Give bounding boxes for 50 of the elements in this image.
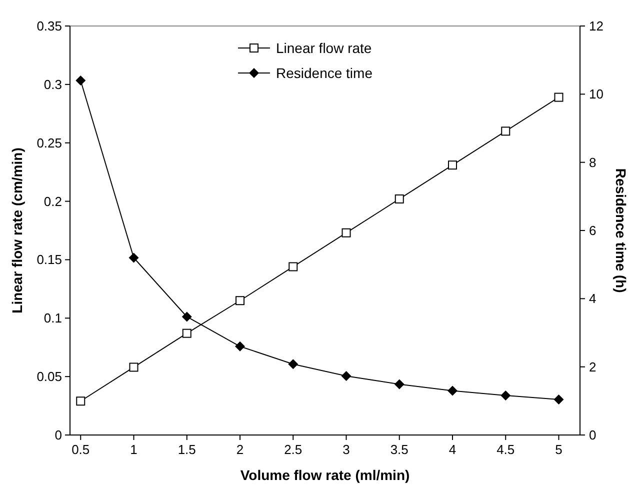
x-tick-label: 2 <box>236 442 244 457</box>
point <box>500 390 511 400</box>
x-tick-label: 3.5 <box>390 442 408 457</box>
y-tick-label: 0.05 <box>36 369 62 384</box>
point <box>554 92 564 102</box>
y-tick-label: 0 <box>54 428 62 442</box>
point <box>448 160 457 170</box>
y2-tick-label: 8 <box>589 154 596 170</box>
y2-tick-label: 4 <box>589 291 596 306</box>
x-tick-label: 5 <box>555 442 562 457</box>
y-tick-label: 0.15 <box>36 252 62 268</box>
point <box>76 76 86 86</box>
point <box>501 126 510 136</box>
point <box>182 328 192 338</box>
x-tick-label: 1 <box>130 442 138 457</box>
y-tick-label: 0.1 <box>44 310 62 326</box>
point <box>235 341 245 352</box>
x-axis-title: Volume flow rate (ml/min) <box>240 467 410 483</box>
point <box>182 312 192 322</box>
y2-tick-label: 2 <box>589 359 596 374</box>
legend-label: Linear flow rate <box>276 40 372 56</box>
x-tick-label: 4.5 <box>496 442 515 457</box>
y-axis-title: Linear flow rate (cm/min) <box>9 148 25 314</box>
y2-tick-label: 12 <box>589 18 604 34</box>
x-tick-label: 2.5 <box>284 442 302 457</box>
y2-tick-label: 10 <box>589 86 604 102</box>
point <box>448 386 458 396</box>
point <box>288 359 298 370</box>
y-tick-label: 0.35 <box>36 18 62 34</box>
y-tick-label: 0.3 <box>44 76 62 92</box>
x-tick-label: 3 <box>342 442 350 457</box>
point <box>129 362 138 372</box>
point <box>394 379 404 390</box>
point <box>128 252 139 263</box>
y-tick-label: 0.25 <box>36 135 62 150</box>
point <box>341 371 352 382</box>
point <box>288 262 298 272</box>
y2-tick-label: 6 <box>589 223 596 238</box>
x-tick-label: 1.5 <box>178 442 196 457</box>
legend-label: Residence time <box>276 65 373 81</box>
point <box>394 194 404 204</box>
point <box>76 396 86 406</box>
y-tick-label: 0.2 <box>44 194 62 209</box>
point <box>554 394 564 405</box>
x-tick-label: 4 <box>448 442 456 457</box>
y2-tick-label: 0 <box>589 428 596 442</box>
y2-axis-title: Residence time (h) <box>613 168 629 293</box>
x-tick-label: 0.5 <box>72 442 90 457</box>
point <box>236 296 244 306</box>
point <box>342 228 351 238</box>
